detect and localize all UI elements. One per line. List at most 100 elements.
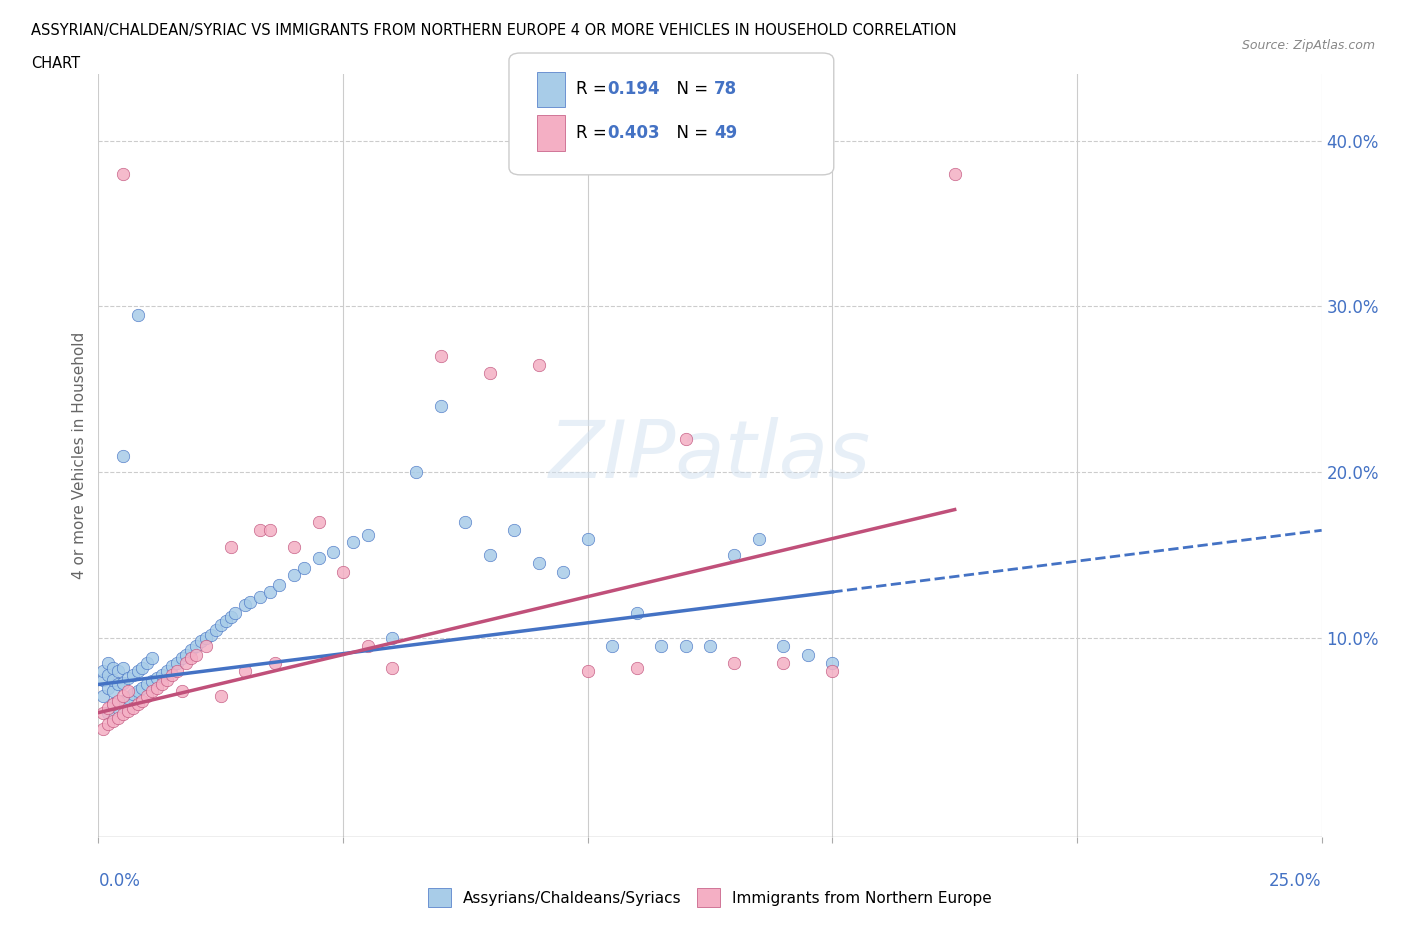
Point [160, 658, 183, 673]
Point [176, 656, 198, 671]
Point [308, 514, 330, 529]
Point [263, 656, 285, 671]
Point [136, 677, 159, 692]
Point [219, 609, 242, 624]
Point [141, 650, 163, 665]
Point [127, 664, 149, 679]
Point [111, 166, 134, 181]
Point [308, 551, 330, 566]
Point [156, 672, 179, 687]
Point [430, 399, 453, 414]
Text: 0.0%: 0.0% [98, 872, 141, 890]
Point [107, 711, 129, 725]
Point [107, 700, 129, 715]
Text: R =: R = [576, 124, 613, 142]
Point [97, 656, 120, 671]
Point [131, 694, 153, 709]
Point [117, 671, 139, 685]
Point [821, 656, 844, 671]
Point [136, 656, 159, 671]
Point [209, 618, 232, 632]
Point [332, 565, 354, 579]
Point [170, 650, 193, 665]
Text: 0.194: 0.194 [607, 80, 659, 99]
Point [91, 664, 114, 679]
Point [200, 628, 222, 643]
Point [190, 634, 212, 649]
Text: ASSYRIAN/CHALDEAN/SYRIAC VS IMMIGRANTS FROM NORTHERN EUROPE 4 OR MORE VEHICLES I: ASSYRIAN/CHALDEAN/SYRIAC VS IMMIGRANTS F… [31, 23, 956, 38]
Point [117, 690, 139, 705]
Point [675, 639, 697, 654]
Text: 78: 78 [714, 80, 737, 99]
Point [107, 694, 129, 709]
Point [356, 528, 378, 543]
Point [381, 660, 404, 675]
Point [249, 590, 271, 604]
Point [111, 448, 134, 463]
Point [478, 548, 501, 563]
Point [576, 531, 599, 546]
Point [239, 594, 262, 609]
Text: 0.403: 0.403 [607, 124, 659, 142]
Point [283, 567, 305, 582]
Point [356, 639, 378, 654]
Text: N =: N = [666, 124, 714, 142]
Point [127, 307, 149, 322]
Text: R =: R = [576, 80, 613, 99]
Point [156, 664, 179, 679]
Point [111, 675, 134, 690]
Point [97, 667, 120, 682]
Point [101, 697, 124, 711]
Point [209, 688, 232, 703]
Point [675, 432, 697, 446]
Point [772, 639, 794, 654]
Point [111, 660, 134, 675]
Point [748, 531, 770, 546]
Point [626, 605, 648, 620]
Point [127, 697, 149, 711]
Point [101, 672, 124, 687]
Point [205, 622, 228, 637]
Point [131, 660, 153, 675]
Text: N =: N = [666, 80, 714, 99]
Point [111, 707, 134, 722]
Point [97, 717, 120, 732]
Point [180, 650, 202, 665]
Point [121, 700, 143, 715]
Point [146, 671, 169, 685]
Point [219, 539, 242, 554]
Point [249, 523, 271, 538]
Point [699, 639, 721, 654]
Legend: Assyrians/Chaldeans/Syriacs, Immigrants from Northern Europe: Assyrians/Chaldeans/Syriacs, Immigrants … [422, 883, 998, 913]
Point [943, 166, 966, 181]
Point [186, 639, 208, 654]
Point [146, 681, 169, 696]
Point [160, 667, 183, 682]
Point [176, 647, 198, 662]
Point [166, 664, 188, 679]
Point [772, 656, 794, 671]
Point [233, 597, 256, 612]
Point [342, 535, 364, 550]
Point [166, 656, 188, 671]
Point [97, 681, 120, 696]
Point [150, 677, 173, 692]
Point [283, 539, 305, 554]
Point [131, 681, 153, 696]
Point [292, 561, 315, 576]
Text: 49: 49 [714, 124, 738, 142]
Point [478, 365, 501, 380]
Point [101, 684, 124, 698]
Point [111, 694, 134, 709]
Text: ZIPatlas: ZIPatlas [548, 417, 872, 495]
Point [405, 465, 427, 480]
Point [91, 688, 114, 703]
Point [111, 688, 134, 703]
Point [233, 664, 256, 679]
Point [117, 684, 139, 698]
Point [127, 684, 149, 698]
Point [723, 548, 745, 563]
Point [195, 639, 218, 654]
Point [121, 667, 143, 682]
Point [259, 584, 281, 599]
